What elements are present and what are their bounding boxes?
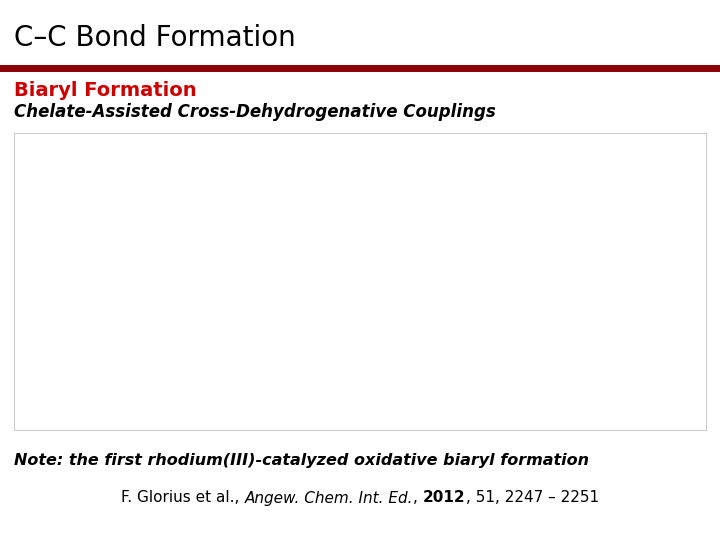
Text: Angew. Chem. Int. Ed.: Angew. Chem. Int. Ed. bbox=[245, 490, 413, 505]
Text: 2012: 2012 bbox=[423, 490, 466, 505]
Text: ,: , bbox=[413, 490, 423, 505]
Bar bbox=[14, 133, 706, 430]
Bar bbox=[0, 64, 720, 71]
Text: Note: the first rhodium(III)-catalyzed oxidative biaryl formation: Note: the first rhodium(III)-catalyzed o… bbox=[14, 453, 589, 468]
Text: C–C Bond Formation: C–C Bond Formation bbox=[14, 24, 296, 52]
Text: , 51, 2247 – 2251: , 51, 2247 – 2251 bbox=[466, 490, 598, 505]
Text: Biaryl Formation: Biaryl Formation bbox=[14, 80, 197, 99]
Text: F. Glorius et al.,: F. Glorius et al., bbox=[122, 490, 245, 505]
Text: Chelate-Assisted Cross-Dehydrogenative Couplings: Chelate-Assisted Cross-Dehydrogenative C… bbox=[14, 103, 496, 121]
